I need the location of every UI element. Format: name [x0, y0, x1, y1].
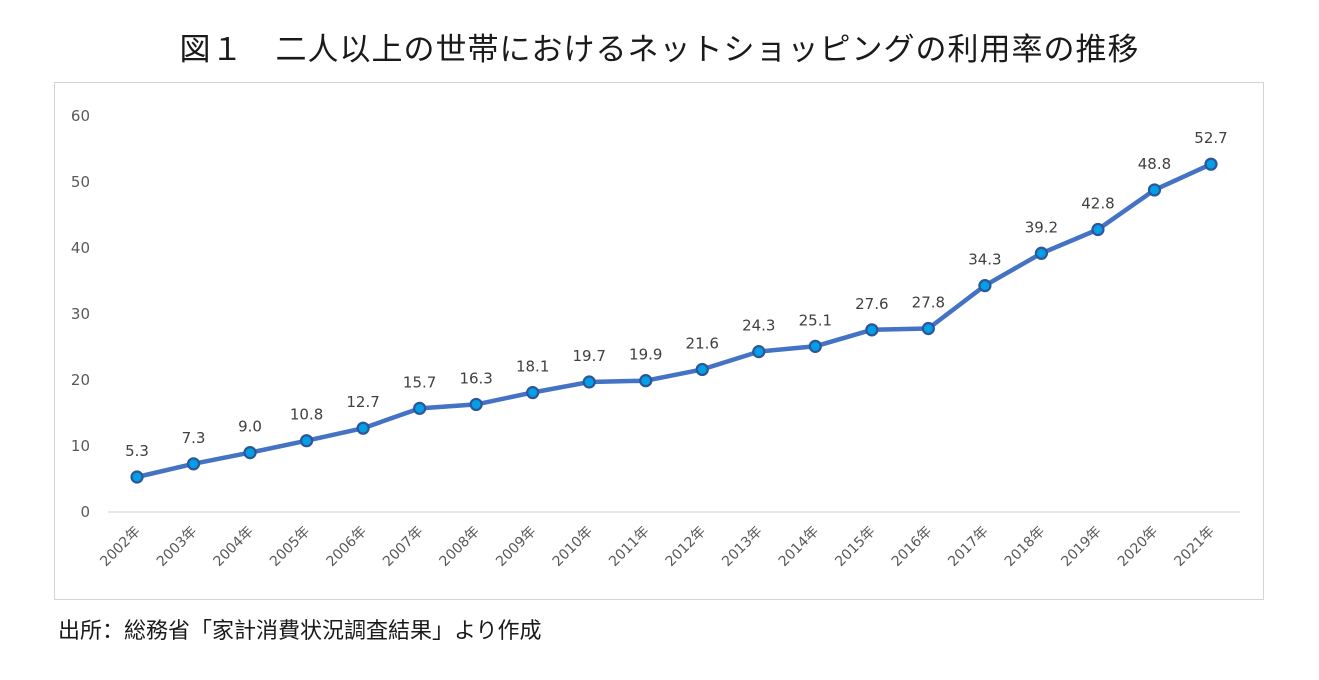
data-label: 25.1	[799, 311, 832, 329]
x-tick-label: 2005年	[267, 524, 313, 570]
x-tick-label: 2008年	[437, 524, 483, 570]
data-point	[639, 374, 653, 388]
data-point	[808, 339, 822, 353]
data-label: 24.3	[742, 317, 775, 335]
data-label: 12.7	[346, 393, 379, 411]
data-label: 52.7	[1194, 129, 1227, 147]
chart-area	[54, 82, 1264, 600]
source-note: 出所：総務省「家計消費状況調査結果」より作成	[58, 619, 542, 644]
data-label: 16.3	[459, 369, 492, 387]
y-tick-label: 10	[71, 437, 90, 455]
data-point	[1204, 157, 1218, 171]
data-label: 48.8	[1138, 155, 1171, 173]
x-tick-label: 2003年	[154, 524, 200, 570]
data-point	[582, 375, 596, 389]
x-tick-label: 2012年	[663, 524, 709, 570]
x-tick-label: 2010年	[550, 524, 596, 570]
data-point	[1147, 183, 1162, 197]
data-point	[1091, 222, 1105, 237]
data-label: 19.7	[573, 347, 606, 365]
x-tick-label: 2011年	[606, 524, 652, 570]
data-point	[1034, 246, 1049, 260]
data-point	[526, 385, 540, 400]
x-tick-label: 2013年	[719, 524, 765, 570]
y-tick-label: 60	[71, 107, 90, 125]
data-point	[299, 434, 314, 448]
x-tick-label: 2007年	[380, 524, 426, 570]
x-tick-label: 2004年	[210, 524, 256, 570]
data-label: 15.7	[403, 373, 436, 391]
y-tick-label: 30	[71, 305, 90, 323]
data-point	[469, 397, 483, 412]
data-label: 39.2	[1025, 218, 1058, 236]
data-label: 18.1	[516, 358, 549, 376]
y-tick-label: 0	[80, 503, 90, 521]
data-point	[695, 362, 709, 377]
data-point	[413, 401, 427, 415]
x-tick-label: 2018年	[1002, 524, 1048, 570]
data-point	[130, 470, 144, 484]
data-label: 5.3	[125, 442, 149, 460]
y-tick-label: 40	[71, 239, 90, 257]
data-point	[243, 446, 257, 460]
data-label: 10.8	[290, 406, 323, 424]
x-tick-label: 2009年	[493, 524, 539, 570]
data-label: 7.3	[182, 429, 206, 447]
data-point	[865, 323, 879, 337]
data-point	[978, 279, 992, 293]
data-label: 19.9	[629, 346, 662, 364]
y-tick-label: 20	[71, 371, 90, 389]
data-label: 27.6	[855, 295, 888, 313]
series-line	[134, 161, 1214, 480]
x-tick-label: 2021年	[1171, 524, 1217, 570]
data-label: 27.8	[912, 294, 945, 312]
data-point	[356, 421, 370, 435]
x-tick-label: 2016年	[889, 524, 935, 570]
data-point	[752, 345, 766, 359]
chart-title: 図１ 二人以上の世帯におけるネットショッピングの利用率の推移	[179, 32, 1140, 68]
x-tick-label: 2020年	[1115, 524, 1161, 570]
x-tick-label: 2014年	[776, 524, 822, 570]
data-point	[921, 321, 935, 336]
x-tick-label: 2017年	[945, 524, 991, 570]
data-label: 34.3	[968, 251, 1001, 269]
x-tick-label: 2006年	[324, 524, 370, 570]
data-label: 9.0	[238, 418, 262, 436]
y-tick-label: 50	[71, 173, 90, 191]
x-tick-label: 2015年	[832, 524, 878, 570]
data-label: 21.6	[686, 334, 719, 352]
x-tick-label: 2019年	[1058, 524, 1104, 570]
x-tick-label: 2002年	[97, 524, 143, 570]
data-point	[186, 457, 201, 471]
data-label: 42.8	[1081, 195, 1114, 213]
